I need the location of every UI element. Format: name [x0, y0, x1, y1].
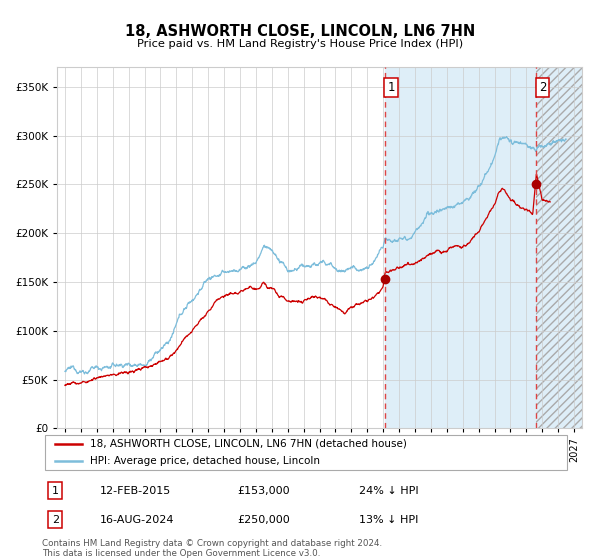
Text: 2: 2 [539, 81, 546, 94]
Text: 1: 1 [388, 81, 395, 94]
Text: 18, ASHWORTH CLOSE, LINCOLN, LN6 7HN (detached house): 18, ASHWORTH CLOSE, LINCOLN, LN6 7HN (de… [89, 438, 406, 449]
Bar [536, 67, 582, 428]
Bar [385, 67, 536, 428]
Text: 2: 2 [52, 515, 59, 525]
Text: 1: 1 [52, 486, 59, 496]
Text: £153,000: £153,000 [238, 486, 290, 496]
Text: £250,000: £250,000 [238, 515, 290, 525]
Text: 18, ASHWORTH CLOSE, LINCOLN, LN6 7HN: 18, ASHWORTH CLOSE, LINCOLN, LN6 7HN [125, 24, 475, 39]
Text: Price paid vs. HM Land Registry's House Price Index (HPI): Price paid vs. HM Land Registry's House … [137, 39, 463, 49]
Text: 13% ↓ HPI: 13% ↓ HPI [359, 515, 418, 525]
FancyBboxPatch shape [44, 435, 568, 470]
Text: 24% ↓ HPI: 24% ↓ HPI [359, 486, 418, 496]
Text: 16-AUG-2024: 16-AUG-2024 [100, 515, 175, 525]
Text: 12-FEB-2015: 12-FEB-2015 [100, 486, 172, 496]
Text: HPI: Average price, detached house, Lincoln: HPI: Average price, detached house, Linc… [89, 456, 320, 466]
Text: Contains HM Land Registry data © Crown copyright and database right 2024.
This d: Contains HM Land Registry data © Crown c… [42, 539, 382, 558]
